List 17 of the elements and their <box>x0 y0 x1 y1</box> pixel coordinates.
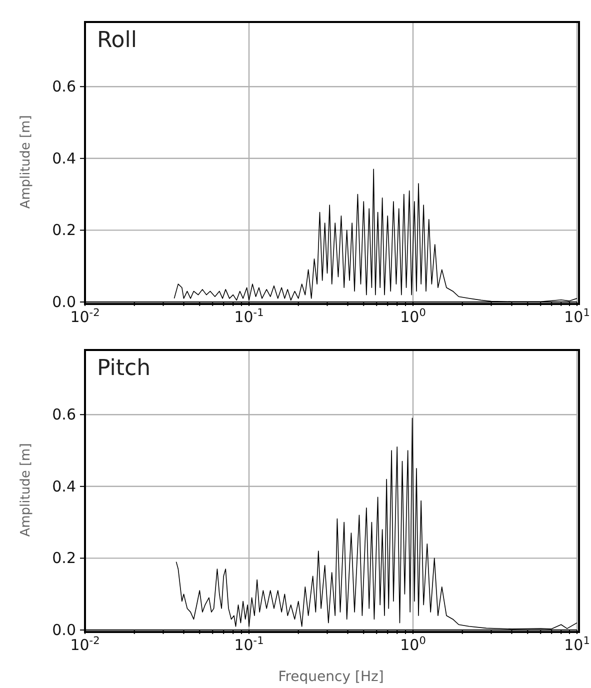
y-tick-label: 0.2 <box>52 221 76 240</box>
x-tick-label: 10$^{-1}$ <box>234 307 264 326</box>
chart-title: Roll <box>97 28 137 53</box>
y-tick-label: 0.6 <box>52 78 76 96</box>
y-tick-label: 0.4 <box>52 149 76 168</box>
chart-title: Pitch <box>97 356 151 381</box>
x-tick-label: 10$^{-1}$ <box>234 635 264 654</box>
x-axis-title: Frequency [Hz] <box>278 669 384 685</box>
y-tick-label: 0.2 <box>52 549 76 568</box>
x-tick-label: 10$^{0}$ <box>400 635 426 654</box>
y-axis-title: Amplitude [m] <box>18 443 34 537</box>
x-tick-label: 10$^{1}$ <box>564 307 590 326</box>
x-tick-label: 10$^{0}$ <box>400 307 426 326</box>
y-axis-title: Amplitude [m] <box>18 115 34 209</box>
y-tick-label: 0.6 <box>52 406 76 424</box>
x-tick-label: 10$^{1}$ <box>564 635 590 654</box>
y-tick-label: 0.4 <box>52 477 76 496</box>
